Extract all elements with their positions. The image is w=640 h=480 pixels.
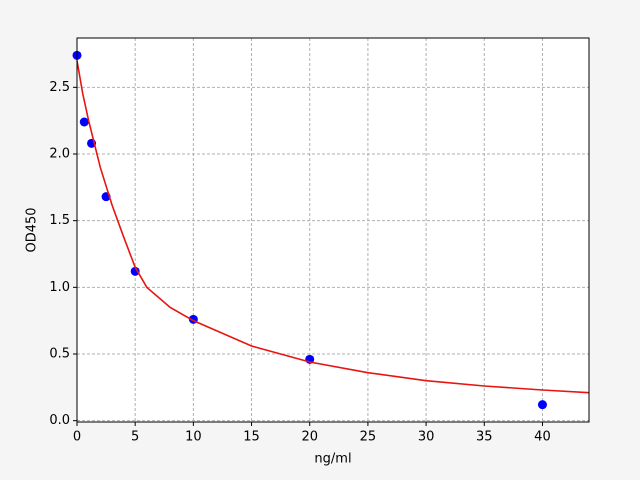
- data-point: [79, 117, 89, 127]
- y-axis-label: OD450: [25, 207, 40, 252]
- x-tick-label: 25: [360, 430, 377, 445]
- y-tick-label: 0.5: [49, 347, 70, 362]
- y-tick-label: 1.0: [49, 280, 70, 295]
- plot-frame: [76, 37, 590, 423]
- x-tick-label: 0: [73, 430, 81, 445]
- x-tick-label: 10: [185, 430, 202, 445]
- x-tick-label: 30: [418, 430, 435, 445]
- x-tick-label: 5: [131, 430, 139, 445]
- y-tick-label: 1.5: [49, 213, 70, 228]
- x-axis-label: ng/ml: [314, 452, 351, 467]
- data-point: [130, 266, 140, 276]
- x-tick-label: 35: [476, 430, 493, 445]
- y-tick-label: 0.0: [49, 413, 70, 428]
- y-tick-label: 2.5: [49, 80, 70, 95]
- data-point: [537, 400, 547, 410]
- x-tick-label: 15: [243, 430, 260, 445]
- x-tick-label: 40: [534, 430, 551, 445]
- y-tick-label: 2.0: [49, 147, 70, 162]
- fit-curve: [76, 60, 590, 394]
- plot-area: [77, 38, 589, 422]
- x-tick-label: 20: [301, 430, 318, 445]
